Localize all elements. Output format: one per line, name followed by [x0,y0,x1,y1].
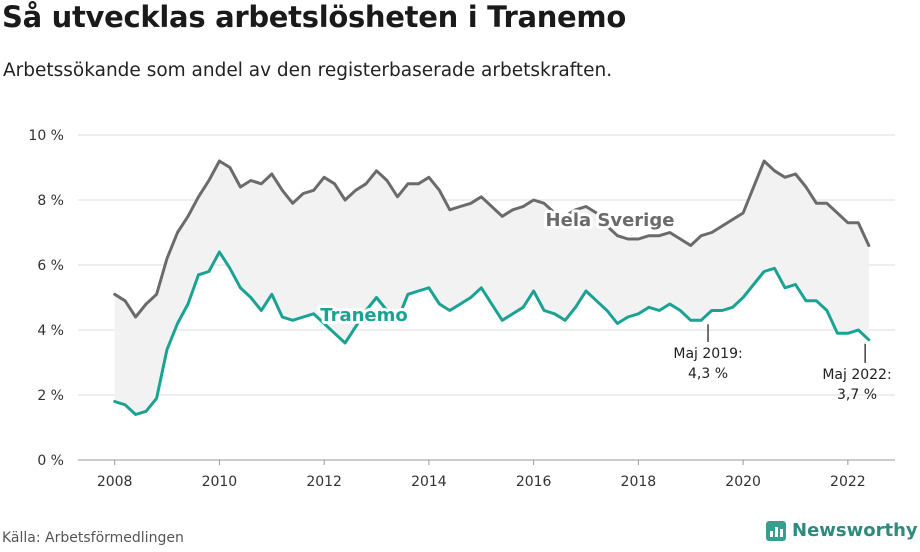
annotation-value: 4,3 % [688,366,728,382]
annotation-date: Maj 2019: [673,346,742,362]
range-band [114,161,869,415]
newsworthy-icon [766,520,786,541]
y-tick-label: 10 % [28,128,64,144]
chart-title: Så utvecklas arbetslösheten i Tranemo [2,0,626,34]
brand-name: Newsworthy [792,520,918,541]
x-tick-label: 2012 [306,474,342,490]
x-tick-label: 2020 [725,474,761,490]
chart-subtitle: Arbetssökande som andel av den registerb… [3,60,613,81]
series-label-hela-sverige: Hela Sverige [546,210,675,231]
annotation-date: Maj 2022: [822,367,891,383]
brand-logo: Newsworthy [766,520,918,541]
x-tick-label: 2016 [516,474,552,490]
x-tick-label: 2008 [97,474,133,490]
source-note: Källa: Arbetsförmedlingen [2,530,184,546]
x-tick-label: 2014 [411,474,447,490]
annotation-value: 3,7 % [837,387,877,403]
y-tick-label: 2 % [37,388,64,404]
series-line-tranemo [113,250,871,416]
y-tick-label: 0 % [37,453,64,469]
x-tick-label: 2022 [830,474,866,490]
y-tick-label: 6 % [37,258,64,274]
series-label-tranemo: Tranemo [320,305,407,326]
x-tick-label: 2010 [202,474,238,490]
x-tick-label: 2018 [621,474,657,490]
y-tick-label: 4 % [37,323,64,339]
y-tick-label: 8 % [37,193,64,209]
series-line-hela-sverige [113,159,871,319]
